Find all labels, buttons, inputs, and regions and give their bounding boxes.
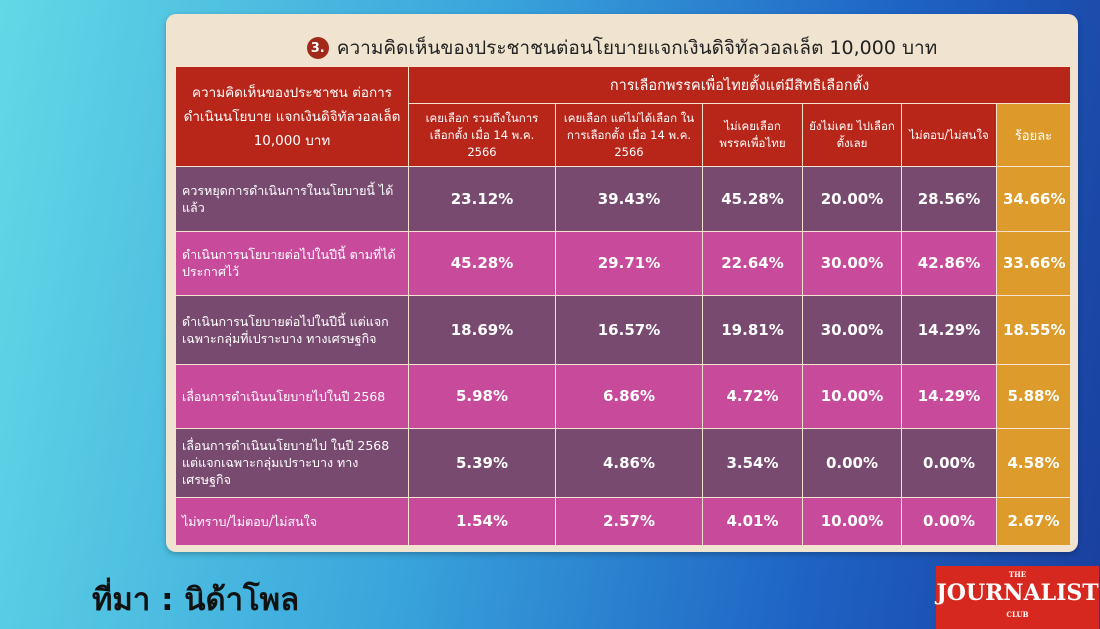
percent-cell: 2.67% — [996, 496, 1071, 547]
survey-table: ความคิดเห็นของประชาชน ต่อการดำเนินนโยบาย… — [175, 66, 1071, 547]
title-number-badge: 3. — [306, 37, 329, 59]
data-cell: 4.72% — [702, 363, 803, 430]
column-header: เคยเลือก รวมถึงในการเลือกตั้ง เมื่อ 14 พ… — [408, 103, 556, 167]
table-row: เลื่อนการดำเนินนโยบายไปในปี 2568 5.98% 6… — [175, 363, 1071, 430]
row-label: ควรหยุดการดำเนินการในนโยบายนี้ ได้แล้ว — [175, 166, 409, 232]
data-cell: 1.54% — [408, 496, 556, 547]
corner-header: ความคิดเห็นของประชาชน ต่อการดำเนินนโยบาย… — [175, 66, 409, 167]
data-cell: 5.98% — [408, 363, 556, 430]
data-cell: 45.28% — [702, 166, 803, 232]
data-cell: 18.69% — [408, 295, 556, 365]
survey-card: 3. ความคิดเห็นของประชาชนต่อนโยบายแจกเงิน… — [166, 14, 1078, 552]
data-cell: 0.00% — [901, 428, 997, 498]
column-header: ไม่เคยเลือก พรรคเพื่อไทย — [702, 103, 803, 167]
percent-cell: 4.58% — [996, 428, 1071, 498]
column-header: ไม่ตอบ/ไม่สนใจ — [901, 103, 997, 167]
data-cell: 45.28% — [408, 230, 556, 296]
chart-title: 3. ความคิดเห็นของประชาชนต่อนโยบายแจกเงิน… — [166, 32, 1078, 64]
data-cell: 42.86% — [901, 230, 997, 296]
table-row: เลื่อนการดำเนินนโยบายไป ในปี 2568 แต่แจก… — [175, 428, 1071, 498]
column-header: ยังไม่เคย ไปเลือกตั้งเลย — [802, 103, 902, 167]
column-header: เคยเลือก แต่ไม่ได้เลือก ในการเลือกตั้ง เ… — [555, 103, 703, 167]
data-cell: 23.12% — [408, 166, 556, 232]
data-cell: 4.86% — [555, 428, 703, 498]
source-caption: ที่มา : นิด้าโพล — [92, 582, 300, 618]
row-label: เลื่อนการดำเนินนโยบายไป ในปี 2568 แต่แจก… — [175, 428, 409, 498]
table-row: ไม่ทราบ/ไม่ตอบ/ไม่สนใจ 1.54% 2.57% 4.01%… — [175, 496, 1071, 547]
percent-cell: 34.66% — [996, 166, 1071, 232]
data-cell: 5.39% — [408, 428, 556, 498]
data-cell: 4.01% — [702, 496, 803, 547]
data-cell: 0.00% — [802, 428, 902, 498]
data-cell: 0.00% — [901, 496, 997, 547]
percent-cell: 18.55% — [996, 295, 1071, 365]
percent-column-header: ร้อยละ — [996, 103, 1071, 167]
row-label: ดำเนินการนโยบายต่อไปในปีนี้ แต่แจกเฉพาะก… — [175, 295, 409, 365]
journalist-club-logo: THE JOURNALIST CLUB — [936, 566, 1099, 629]
logo-top-text: THE — [1008, 570, 1027, 579]
percent-cell: 5.88% — [996, 363, 1071, 430]
data-cell: 28.56% — [901, 166, 997, 232]
data-cell: 29.71% — [555, 230, 703, 296]
data-cell: 2.57% — [555, 496, 703, 547]
data-cell: 14.29% — [901, 295, 997, 365]
title-text: ความคิดเห็นของประชาชนต่อนโยบายแจกเงินดิจ… — [336, 37, 938, 59]
data-cell: 22.64% — [702, 230, 803, 296]
table-row: ดำเนินการนโยบายต่อไปในปีนี้ แต่แจกเฉพาะก… — [175, 295, 1071, 365]
row-label: เลื่อนการดำเนินนโยบายไปในปี 2568 — [175, 363, 409, 430]
table-row: ดำเนินการนโยบายต่อไปในปีนี้ ตามที่ได้ประ… — [175, 230, 1071, 296]
data-cell: 14.29% — [901, 363, 997, 430]
data-cell: 30.00% — [802, 295, 902, 365]
logo-main-text: JOURNALIST — [936, 580, 1099, 606]
row-label: ดำเนินการนโยบายต่อไปในปีนี้ ตามที่ได้ประ… — [175, 230, 409, 296]
data-cell: 3.54% — [702, 428, 803, 498]
data-cell: 20.00% — [802, 166, 902, 232]
row-label: ไม่ทราบ/ไม่ตอบ/ไม่สนใจ — [175, 496, 409, 547]
data-cell: 19.81% — [702, 295, 803, 365]
data-cell: 16.57% — [555, 295, 703, 365]
group-header: การเลือกพรรคเพื่อไทยตั้งแต่มีสิทธิเลือกต… — [408, 66, 1071, 104]
data-cell: 39.43% — [555, 166, 703, 232]
logo-bottom-text: CLUB — [1006, 610, 1029, 619]
data-cell: 6.86% — [555, 363, 703, 430]
data-cell: 30.00% — [802, 230, 902, 296]
data-cell: 10.00% — [802, 363, 902, 430]
table-row: ควรหยุดการดำเนินการในนโยบายนี้ ได้แล้ว 2… — [175, 166, 1071, 232]
data-cell: 10.00% — [802, 496, 902, 547]
percent-cell: 33.66% — [996, 230, 1071, 296]
